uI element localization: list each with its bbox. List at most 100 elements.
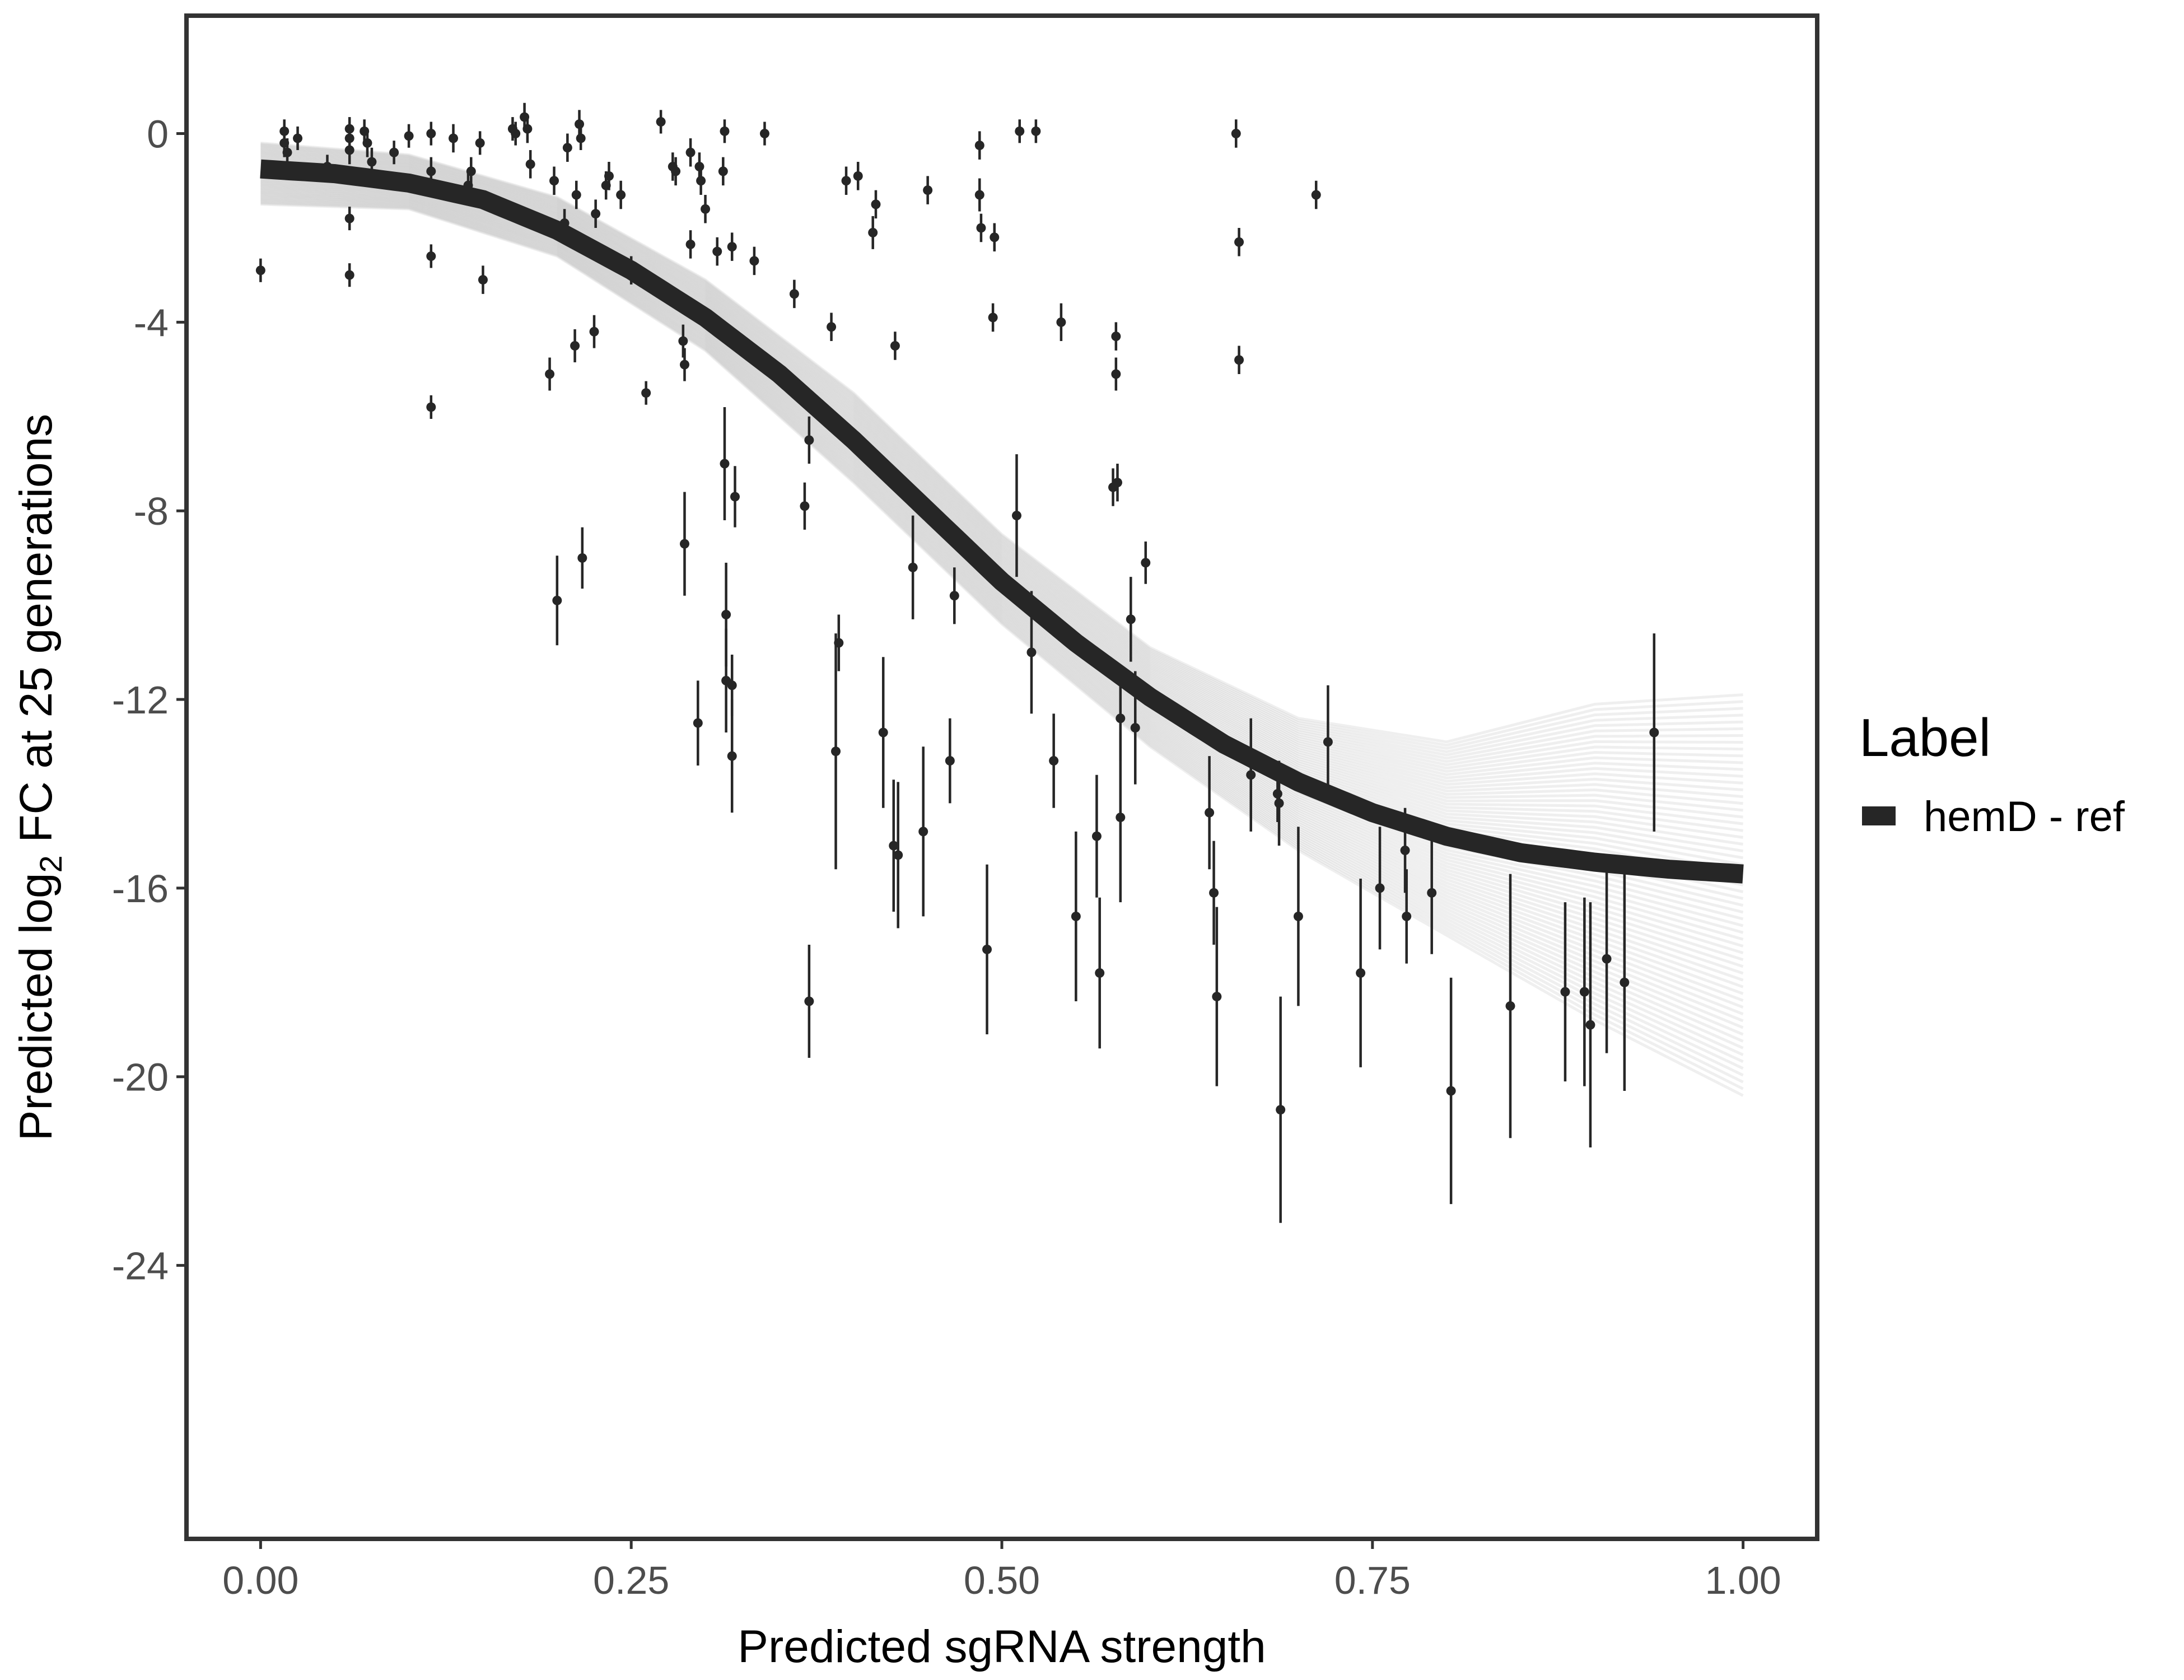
point-marker bbox=[478, 275, 488, 285]
point-marker bbox=[890, 340, 900, 351]
point-marker bbox=[1649, 727, 1659, 738]
data-point bbox=[1015, 119, 1025, 143]
posterior-draw bbox=[260, 188, 1744, 1002]
data-point bbox=[475, 131, 485, 155]
data-point bbox=[1111, 357, 1121, 391]
data-point bbox=[1602, 864, 1612, 1053]
point-marker bbox=[712, 246, 722, 256]
point-marker bbox=[727, 751, 737, 761]
posterior-draw bbox=[260, 143, 1743, 750]
x-tick-label: 0.50 bbox=[964, 1558, 1040, 1602]
data-point bbox=[1056, 303, 1066, 342]
data-points bbox=[255, 102, 1659, 1223]
point-marker bbox=[545, 369, 555, 379]
data-point bbox=[720, 407, 730, 521]
point-marker bbox=[694, 161, 704, 171]
point-marker bbox=[604, 171, 614, 181]
point-marker bbox=[727, 680, 737, 690]
point-marker bbox=[549, 176, 559, 186]
data-point bbox=[671, 157, 681, 186]
point-marker bbox=[1505, 1001, 1515, 1011]
point-marker bbox=[1375, 883, 1385, 893]
data-point bbox=[616, 180, 626, 209]
point-marker bbox=[789, 289, 799, 299]
posterior-draw bbox=[260, 148, 1743, 767]
point-marker bbox=[1049, 756, 1059, 766]
data-point bbox=[685, 230, 696, 259]
data-point bbox=[1234, 346, 1244, 374]
posterior-draw bbox=[260, 144, 1743, 753]
data-point bbox=[545, 357, 555, 391]
data-point bbox=[449, 124, 459, 153]
point-marker bbox=[878, 727, 888, 738]
point-marker bbox=[949, 591, 959, 601]
point-marker bbox=[344, 145, 354, 155]
data-point bbox=[404, 124, 414, 148]
posterior-draw bbox=[260, 157, 1743, 799]
point-marker bbox=[1031, 126, 1041, 136]
data-point bbox=[976, 213, 986, 242]
data-point bbox=[701, 195, 711, 223]
point-marker bbox=[759, 129, 769, 139]
y-tick-label: -20 bbox=[112, 1056, 169, 1099]
posterior-draw bbox=[260, 202, 1744, 1090]
point-marker bbox=[1323, 737, 1333, 747]
point-marker bbox=[389, 147, 399, 157]
point-marker bbox=[804, 996, 814, 1006]
point-marker bbox=[525, 159, 535, 169]
posterior-draw bbox=[260, 198, 1744, 1070]
posterior-draw bbox=[260, 153, 1743, 780]
data-point bbox=[362, 129, 372, 157]
point-marker bbox=[562, 143, 572, 153]
data-point bbox=[1311, 180, 1321, 209]
data-point bbox=[974, 178, 984, 212]
data-point bbox=[1402, 869, 1412, 964]
data-point bbox=[1212, 907, 1222, 1086]
posterior-draw bbox=[260, 154, 1743, 783]
posterior-draw bbox=[260, 197, 1744, 1056]
point-marker bbox=[1071, 911, 1081, 921]
data-point bbox=[718, 157, 728, 186]
point-marker bbox=[678, 336, 688, 346]
point-marker bbox=[988, 312, 998, 323]
point-marker bbox=[696, 176, 706, 186]
data-point bbox=[511, 122, 521, 146]
x-tick-label: 0.25 bbox=[593, 1558, 669, 1602]
point-marker bbox=[591, 209, 601, 219]
point-marker bbox=[575, 119, 585, 129]
point-marker bbox=[1620, 977, 1630, 987]
posterior-draw bbox=[260, 160, 1743, 819]
point-marker bbox=[570, 340, 580, 351]
posterior-draw bbox=[260, 183, 1744, 968]
point-marker bbox=[671, 166, 681, 176]
data-point bbox=[730, 466, 740, 528]
data-point bbox=[562, 133, 572, 162]
point-marker bbox=[571, 190, 581, 200]
point-marker bbox=[1293, 911, 1303, 921]
data-point bbox=[1091, 774, 1102, 898]
point-marker bbox=[1272, 788, 1282, 799]
point-marker bbox=[362, 138, 372, 148]
data-point bbox=[552, 556, 562, 646]
point-marker bbox=[1579, 987, 1589, 997]
data-point bbox=[1585, 902, 1595, 1148]
data-point bbox=[1446, 977, 1456, 1205]
posterior-draw bbox=[260, 193, 1744, 1036]
point-marker bbox=[685, 239, 696, 249]
data-point bbox=[525, 150, 535, 179]
data-point bbox=[576, 126, 586, 150]
data-point bbox=[908, 515, 918, 619]
point-marker bbox=[918, 827, 928, 837]
data-point bbox=[827, 312, 837, 342]
data-point bbox=[577, 527, 587, 589]
data-point bbox=[1231, 119, 1241, 148]
x-axis-title: Predicted sgRNA strength bbox=[738, 1621, 1266, 1672]
y-tick-label: -12 bbox=[112, 678, 169, 722]
data-point bbox=[1011, 454, 1021, 577]
data-point bbox=[1427, 831, 1437, 954]
point-marker bbox=[871, 199, 881, 209]
point-marker bbox=[693, 718, 703, 728]
data-point bbox=[466, 157, 476, 186]
data-point bbox=[549, 166, 559, 195]
